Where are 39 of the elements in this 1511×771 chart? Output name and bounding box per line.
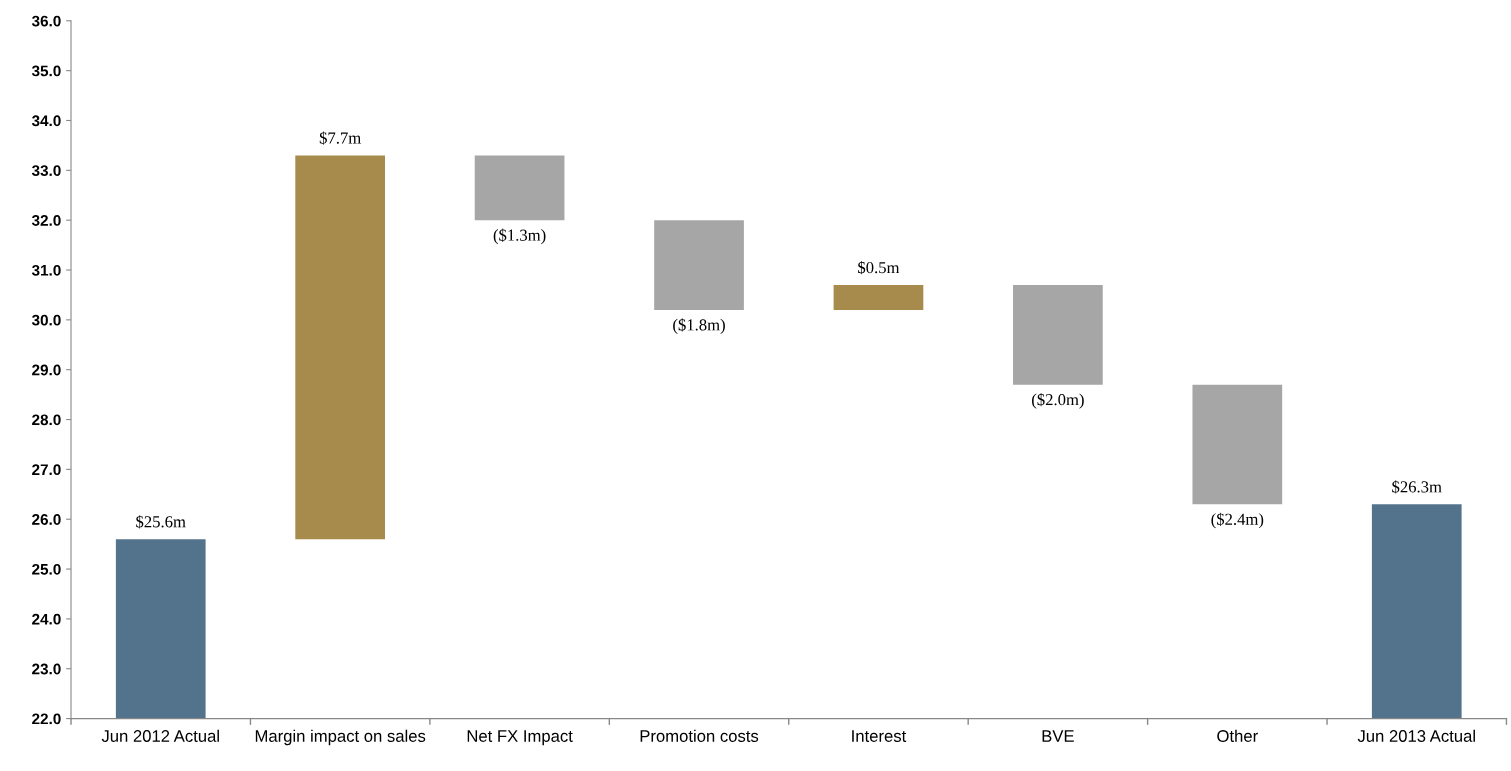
data-label: $0.5m xyxy=(858,260,900,275)
data-label: ($2.0m) xyxy=(1032,393,1084,409)
x-tick-label: Jun 2013 Actual xyxy=(1357,729,1475,742)
x-tick-label: Margin impact on sales xyxy=(255,729,426,746)
data-label: $25.6m xyxy=(136,515,186,529)
bar xyxy=(295,155,386,540)
data-label: $7.7m xyxy=(319,131,361,145)
y-tick-label: 29.0 xyxy=(32,364,61,376)
y-tick-label: 31.0 xyxy=(31,264,61,276)
x-tick-label: Net FX Impact xyxy=(467,730,573,746)
bar xyxy=(1192,384,1283,505)
y-tick-label: 22.0 xyxy=(32,713,61,725)
x-tick-label: Interest xyxy=(852,730,907,742)
x-tick-label: Other xyxy=(1217,729,1258,742)
x-tick-label: Promotion costs xyxy=(640,729,759,742)
bar xyxy=(654,220,744,310)
y-tick-label: 36.0 xyxy=(31,15,61,27)
data-label: $26.3m xyxy=(1392,480,1442,494)
y-tick-label: 28.0 xyxy=(32,414,61,426)
bar xyxy=(1371,504,1462,719)
y-tick-label: 30.0 xyxy=(31,314,61,326)
y-tick-label: 24.0 xyxy=(32,613,61,625)
y-tick-label: 25.0 xyxy=(32,563,61,575)
bar xyxy=(115,539,206,719)
y-tick-label: 26.0 xyxy=(32,514,61,525)
y-tick-label: 23.0 xyxy=(32,663,61,675)
x-tick-label: BVE xyxy=(1042,730,1074,742)
data-label: ($1.8m) xyxy=(673,318,725,334)
data-label: ($2.4m) xyxy=(1211,512,1264,529)
y-tick-label: 35.0 xyxy=(31,65,61,77)
data-label: ($1.3m) xyxy=(493,228,546,245)
bar xyxy=(1013,284,1103,385)
bar xyxy=(833,284,924,310)
x-tick-label: Jun 2012 Actual xyxy=(101,729,219,742)
y-tick-label: 33.0 xyxy=(31,165,61,177)
y-tick-label: 27.0 xyxy=(32,464,61,476)
bar xyxy=(474,155,565,221)
y-tick-label: 32.0 xyxy=(31,215,61,226)
y-tick-label: 34.0 xyxy=(31,115,61,127)
